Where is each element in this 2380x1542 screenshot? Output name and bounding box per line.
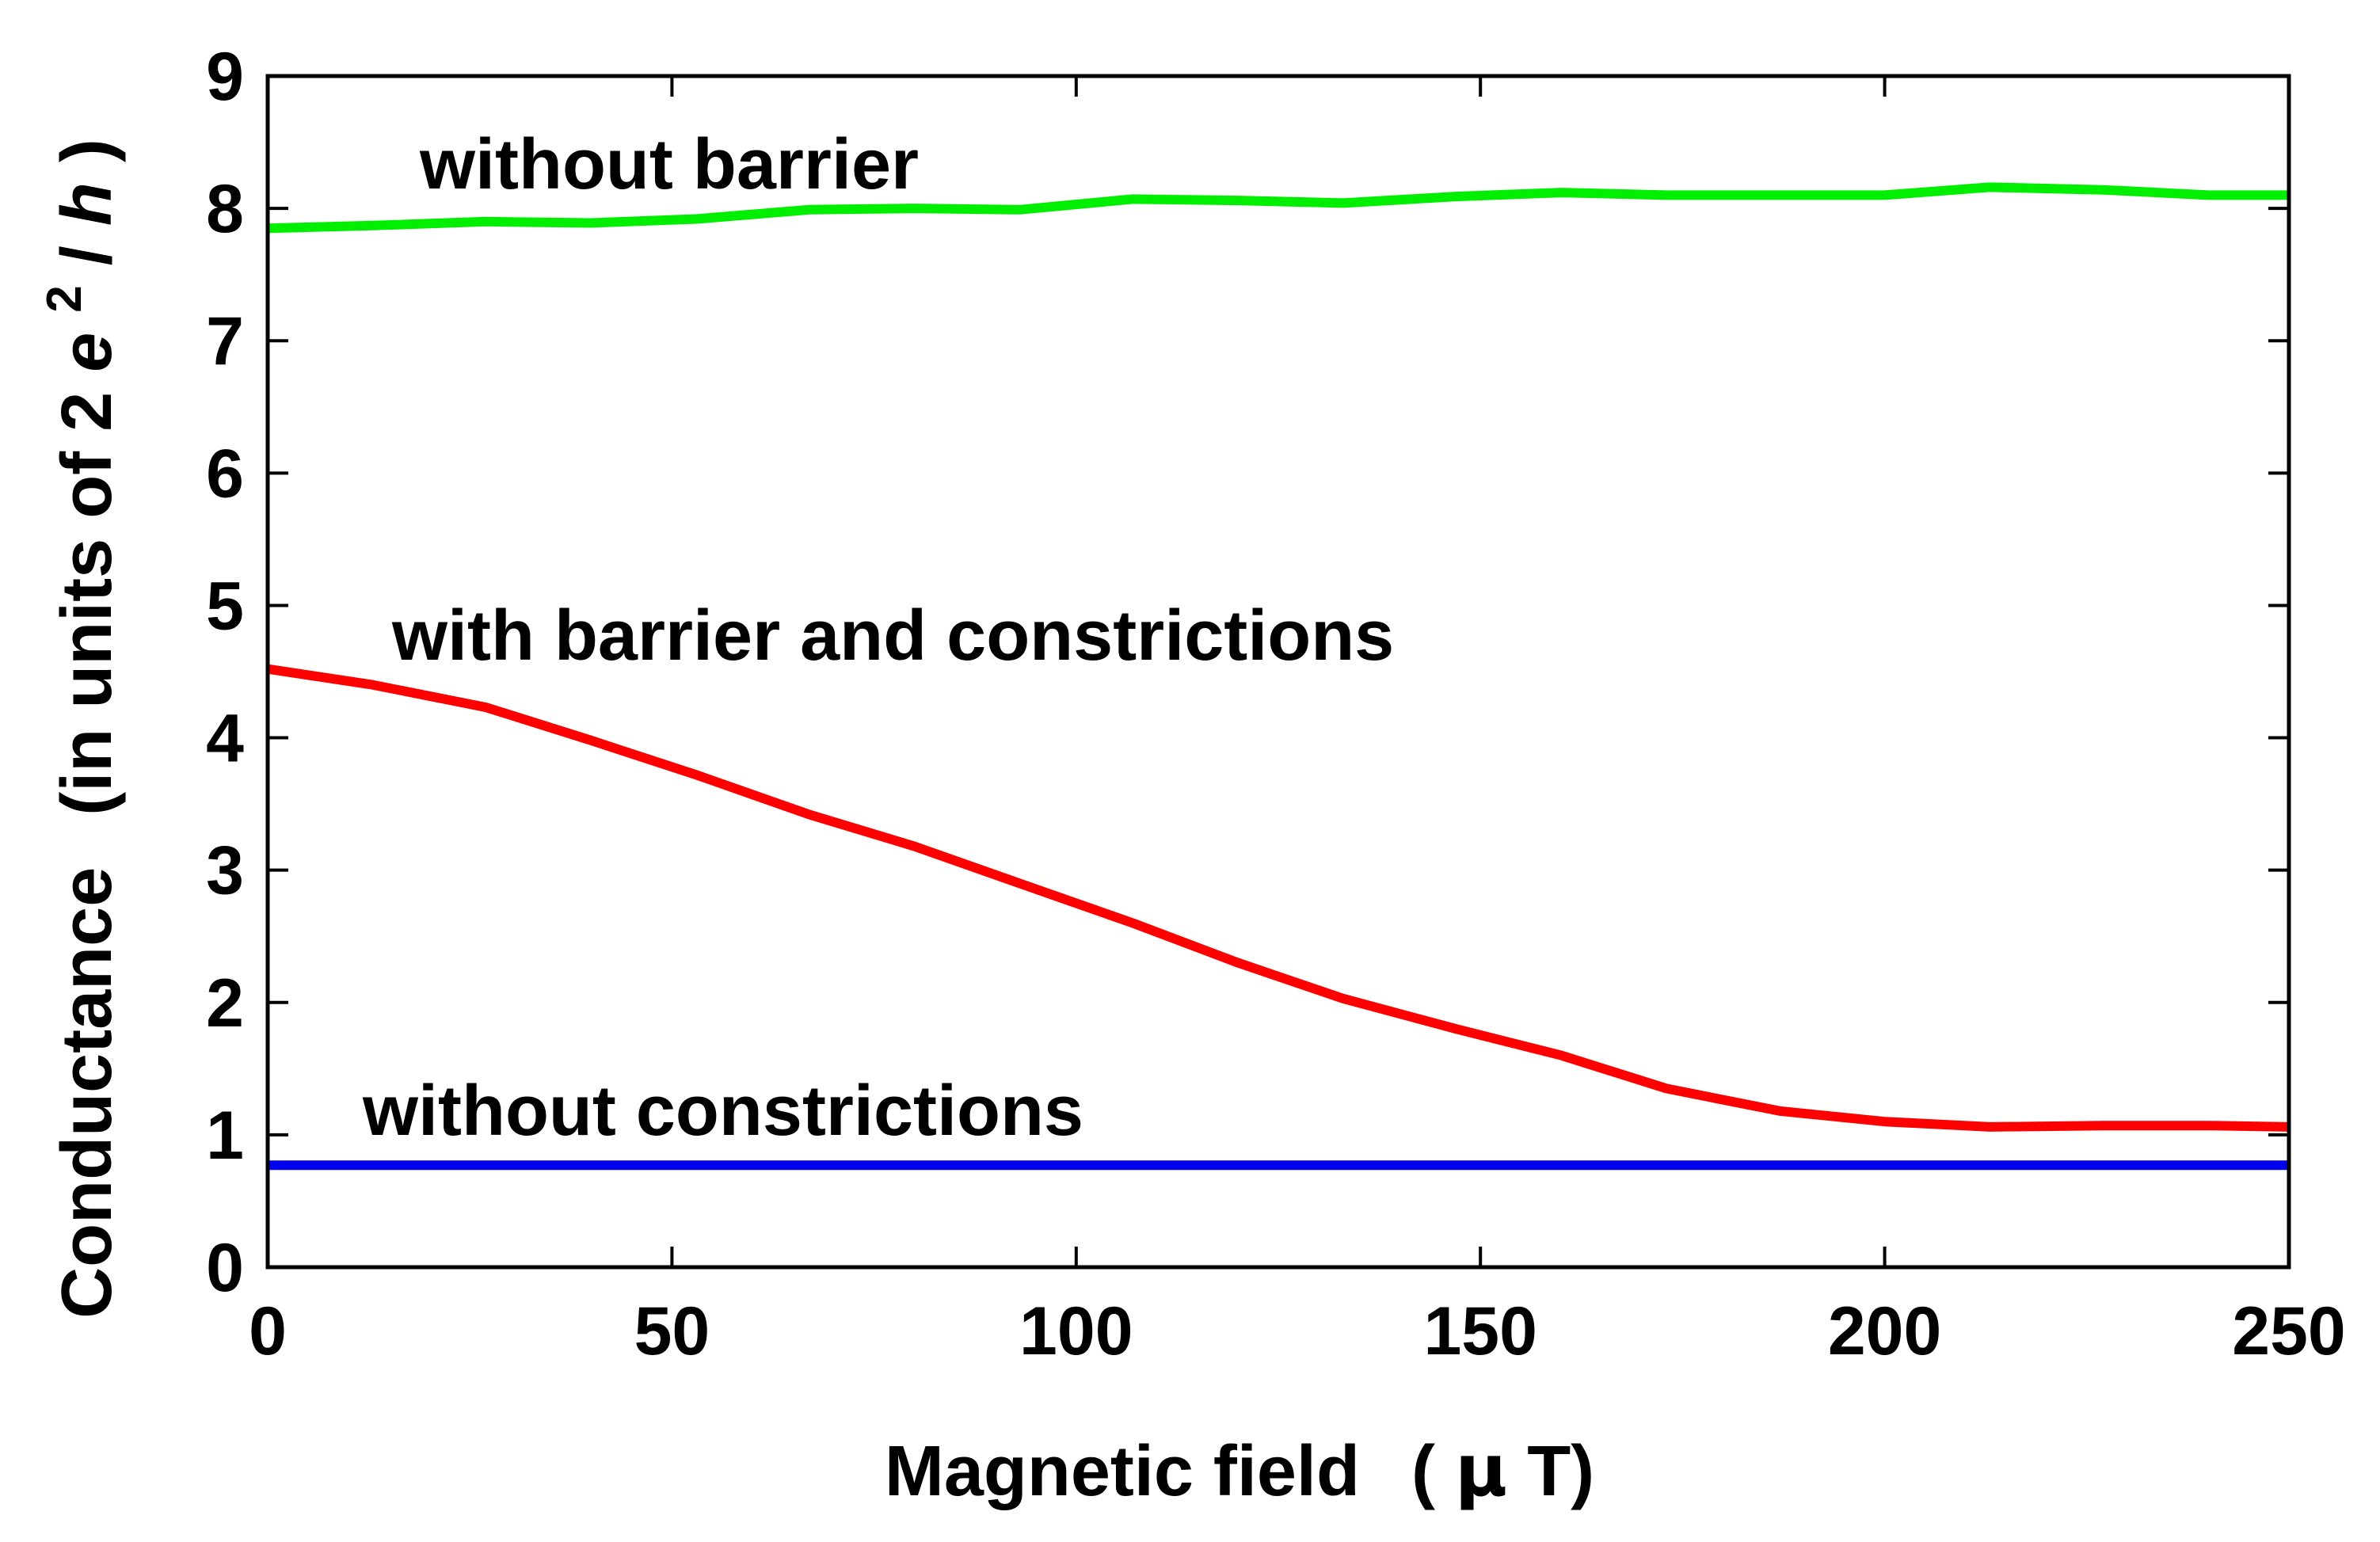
y-tick-label: 3 bbox=[206, 833, 244, 909]
y-axis-title-paren-close: ) bbox=[48, 139, 127, 162]
y-tick-label: 1 bbox=[206, 1098, 244, 1174]
y-tick-label: 5 bbox=[206, 568, 244, 644]
series-label-without-barrier: without barrier bbox=[419, 125, 919, 204]
y-tick-label: 9 bbox=[206, 39, 244, 115]
ticks-layer: 0 50 100 150 200 250 0 1 2 3 4 5 6 7 8 9 bbox=[206, 39, 2346, 1369]
x-tick-label: 50 bbox=[634, 1293, 710, 1369]
y-tick-label: 4 bbox=[206, 701, 244, 777]
x-axis-title-main: Magnetic field bbox=[885, 1432, 1360, 1511]
x-axis-title-unit-rest: T) bbox=[1527, 1432, 1594, 1511]
series-layer bbox=[267, 182, 2290, 1171]
y-tick-label: 2 bbox=[206, 965, 244, 1041]
y-axis-title: Conductance (in units of 2 e 2 / h ) bbox=[17, 139, 127, 1319]
series-line-with-barrier-and-constrictions bbox=[267, 664, 2290, 1132]
y-axis-title-slash: / bbox=[48, 246, 127, 265]
plot-frame bbox=[265, 74, 2291, 1270]
x-tick-label: 200 bbox=[1828, 1293, 1942, 1369]
x-tick-label: 100 bbox=[1019, 1293, 1133, 1369]
y-tick-label: 6 bbox=[206, 436, 244, 512]
y-tick-label: 7 bbox=[206, 303, 244, 379]
x-axis-title-mu: μ bbox=[1455, 1430, 1507, 1513]
y-axis-title-main: Conductance bbox=[48, 867, 127, 1319]
x-tick-label: 250 bbox=[2232, 1293, 2346, 1369]
y-axis-title-h: h bbox=[48, 182, 127, 226]
x-axis-title: Magnetic field ( μ T) bbox=[885, 1430, 1594, 1513]
y-axis-title-e: e bbox=[48, 333, 127, 372]
series-label-with-barrier-and-constrictions: with barrier and constrictions bbox=[391, 596, 1394, 676]
y-tick-label: 0 bbox=[206, 1230, 244, 1306]
series-label-without-constrictions: without constrictions bbox=[362, 1072, 1083, 1151]
y-axis-title-paren-open: (in units of 2 bbox=[48, 372, 127, 816]
x-tick-label: 0 bbox=[249, 1293, 287, 1369]
x-tick-label: 150 bbox=[1423, 1293, 1537, 1369]
x-axis-title-unit-open: ( bbox=[1411, 1432, 1435, 1511]
y-axis-title-sup: 2 bbox=[37, 285, 92, 312]
y-tick-label: 8 bbox=[206, 171, 244, 247]
series-line-without-barrier bbox=[267, 182, 2289, 234]
